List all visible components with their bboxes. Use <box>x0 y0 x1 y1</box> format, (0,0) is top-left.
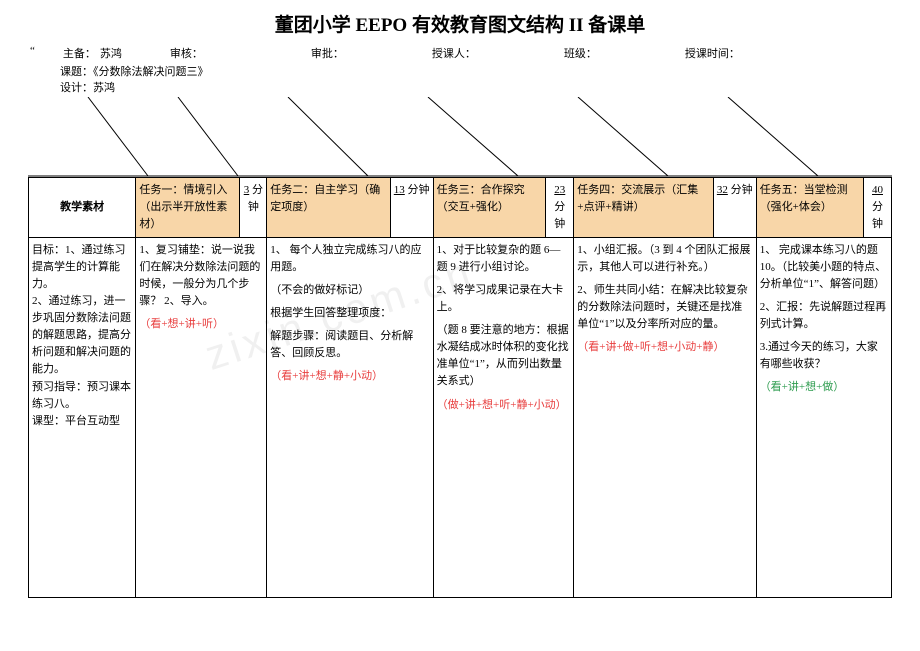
zhubei-label: 主备： <box>63 45 96 61</box>
header-row: 教学素材 任务一：情境引入（出示半开放性素材） 3 分钟 任务二：自主学习（确定… <box>29 178 892 238</box>
task4-body: 1、小组汇报。（3 到 4 个团队汇报展示，其他人可以进行补充。） 2、师生共同… <box>574 238 756 598</box>
lesson-table: 教学素材 任务一：情境引入（出示半开放性素材） 3 分钟 任务二：自主学习（确定… <box>28 177 892 598</box>
task1-body: 1、复习铺垫：说一说我们在解决分数除法问题的时候，一般分为几个步骤？ 2、导入。… <box>136 238 267 598</box>
task2-tags: （看+讲+想+静+小动） <box>270 368 429 385</box>
keti: 课题：《分数除法解决问题三》 <box>60 63 860 79</box>
task3-tags: （做+讲+想+听+静+小动） <box>437 397 571 414</box>
task5-tags: （看+讲+想+做） <box>760 379 888 396</box>
material-body: 目标：1、通过练习提高学生的计算能力。 2、通过练习，进一步巩固分数除法问题的解… <box>29 238 136 598</box>
task2-header: 任务二：自主学习（确定项度） <box>267 178 390 238</box>
task3-header: 任务三：合作探究（交互+强化） <box>433 178 546 238</box>
task1-tags: （看+想+讲+听） <box>139 316 263 333</box>
task5-header: 任务五：当堂检测（强化+体会） <box>756 178 863 238</box>
meta-row-2: 课题：《分数除法解决问题三》 设计：苏鸿 <box>0 61 920 95</box>
task4-time: 32 分钟 <box>713 178 756 238</box>
task3-body: 1、对于比较复杂的题 6—题 9 进行小组讨论。 2、将学习成果记录在大卡上。 … <box>433 238 574 598</box>
task4-header: 任务四：交流展示（汇集+点评+精讲） <box>574 178 714 238</box>
zhubei-value: 苏鸿 <box>100 45 122 61</box>
meta-row-1: “ 主备： 苏鸿 审核： 审批： 授课人： 班级： 授课时间： <box>0 37 920 61</box>
task1-header: 任务一：情境引入（出示半开放性素材） <box>136 178 240 238</box>
shoukeren-label: 授课人： <box>432 45 476 61</box>
material-header: 教学素材 <box>29 178 136 238</box>
task5-time: 40 分钟 <box>864 178 892 238</box>
banji-label: 班级： <box>564 45 597 61</box>
sheji: 设计：苏鸿 <box>60 79 860 95</box>
shijian-label: 授课时间： <box>685 45 740 61</box>
fishbone-svg <box>28 97 892 177</box>
task4-tags: （看+讲+做+听+想+小动+静） <box>577 339 752 356</box>
shenpi-label: 审批： <box>311 45 344 61</box>
body-row: 目标：1、通过练习提高学生的计算能力。 2、通过练习，进一步巩固分数除法问题的解… <box>29 238 892 598</box>
task1-time: 3 分钟 <box>240 178 267 238</box>
task3-time: 23 分钟 <box>546 178 574 238</box>
shenhe-label: 审核： <box>170 45 203 61</box>
task2-body: 1、 每个人独立完成练习八的应用题。 （不会的做好标记） 根据学生回答整理项度：… <box>267 238 433 598</box>
task5-body: 1、 完成课本练习八的题 10。（比较美小题的特点、分析单位“1”、解答问题） … <box>756 238 891 598</box>
task2-time: 13 分钟 <box>390 178 433 238</box>
page-title: 董团小学 EEPO 有效教育图文结构 II 备课单 <box>0 0 920 37</box>
quote-mark: “ <box>30 45 35 61</box>
fishbone-diagram <box>28 97 892 177</box>
